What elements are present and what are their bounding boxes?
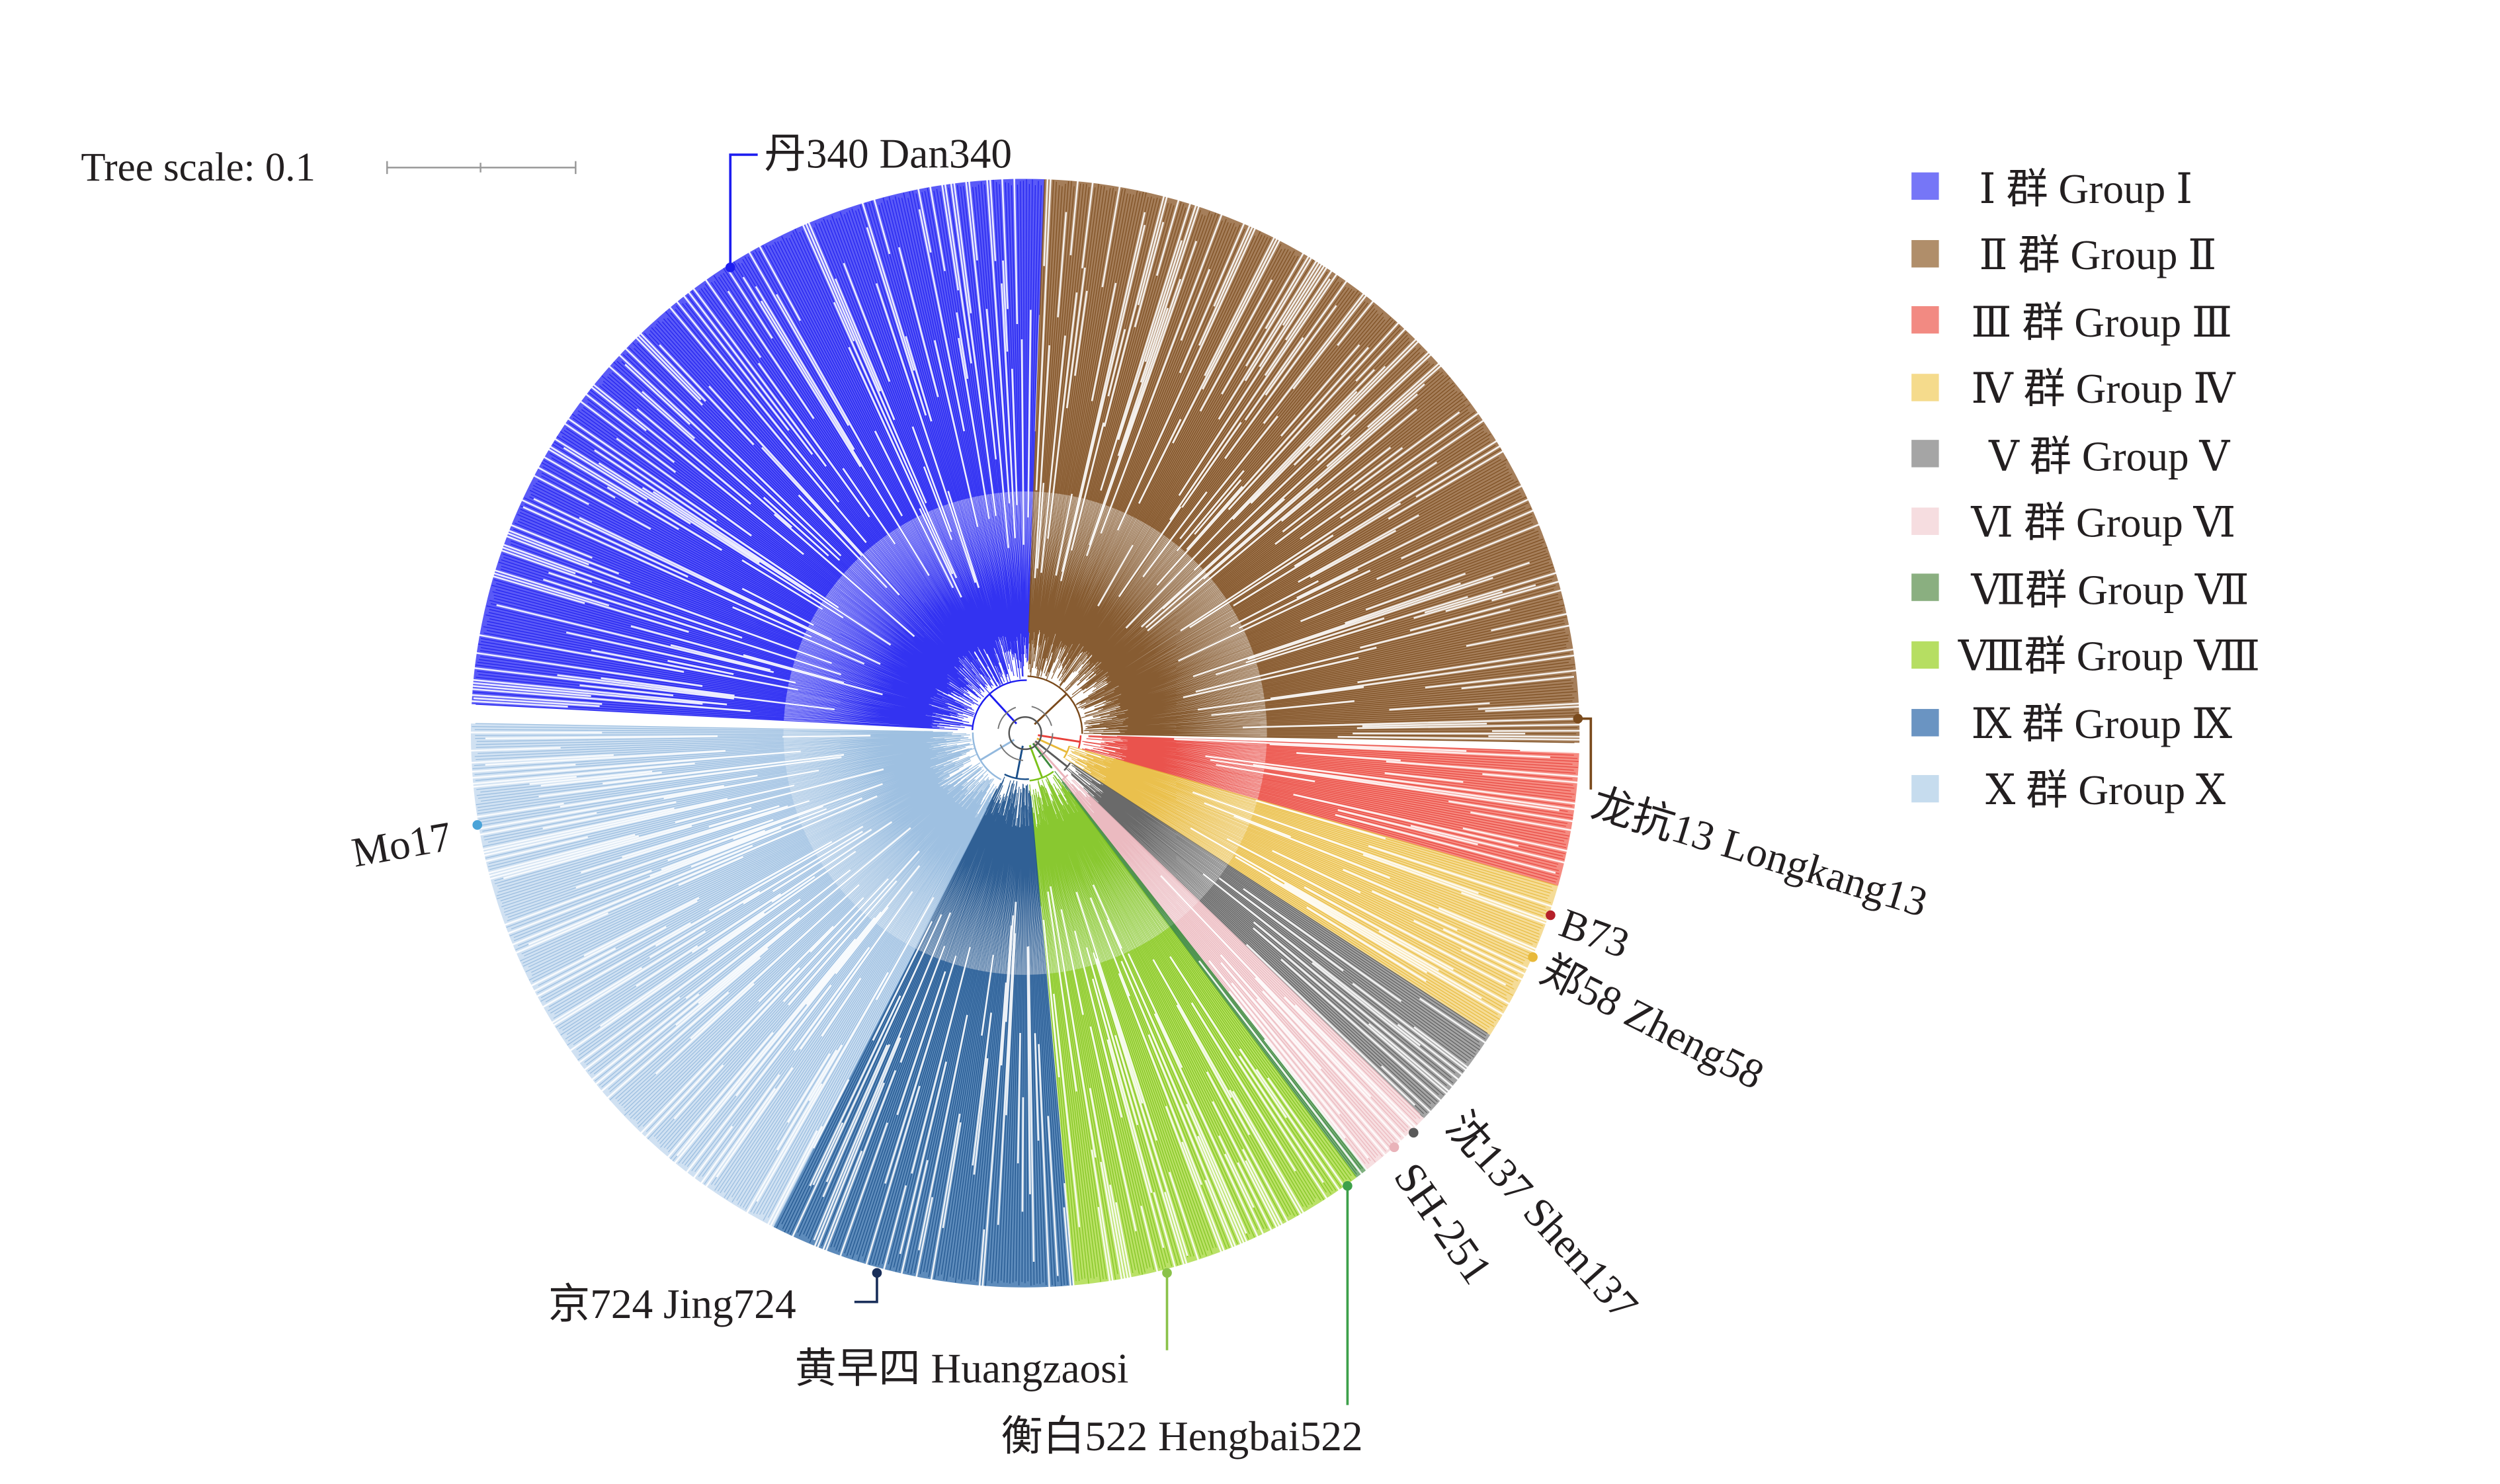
callout-dot-zheng58 <box>1528 952 1538 962</box>
callout-huangzaosi: 黄早四 Huangzaosi <box>795 1268 1172 1392</box>
legend-swatch-group-1 <box>1911 172 1939 200</box>
clade-trunk-group-2 <box>1034 693 1067 725</box>
clade-leaves-group-9 <box>774 776 1074 1287</box>
clade-arc-group-3 <box>1077 735 1082 749</box>
callout-dot-longkang13 <box>1573 714 1583 723</box>
clade-arc-group-8 <box>1029 770 1054 782</box>
legend-swatch-group-8 <box>1911 641 1939 669</box>
legend-item-group-5: Ⅴ 群 Group Ⅴ <box>1911 433 2230 479</box>
root-ring-outer <box>997 705 1054 761</box>
label-shen137: 沈137 Shen137 <box>1437 1103 1647 1329</box>
tree-scale-label: Tree scale: 0.1 <box>81 145 315 190</box>
label-hengbai522: 衡白522 Hengbai522 <box>1001 1413 1363 1460</box>
legend-swatch-group-9 <box>1911 709 1939 737</box>
label-dan340: 丹340 Dan340 <box>764 130 1012 177</box>
callout-dot-sh251 <box>1389 1142 1399 1153</box>
callout-dot-shen137 <box>1408 1128 1419 1138</box>
clade-trunk-group-6 <box>1033 742 1066 778</box>
clade-arc-group-2 <box>1027 675 1083 734</box>
clade-arc-group-1 <box>971 679 1027 731</box>
circular-tree <box>469 177 1581 1289</box>
clade-trunk-group-9 <box>1015 745 1024 779</box>
clade-trunk-group-4 <box>1036 737 1067 753</box>
label-zheng58: 郑58 Zheng58 <box>1534 946 1771 1098</box>
clade-gaps-group-3 <box>1174 738 1581 874</box>
legend-swatch-group-6 <box>1911 507 1939 535</box>
callout-line-longkang13 <box>1577 717 1593 790</box>
clade-gaps-group-10 <box>469 731 935 1227</box>
callout-dot-b73 <box>1546 910 1556 921</box>
clade-arc-group-5 <box>1063 762 1071 771</box>
clade-arc-group-10 <box>972 732 1002 781</box>
legend-item-group-1: Ⅰ 群 Group Ⅰ <box>1911 166 2192 212</box>
legend-swatch-group-5 <box>1911 440 1939 468</box>
legend-label-group-10: Ⅹ 群 Group Ⅹ <box>1985 767 2226 813</box>
legend-label-group-5: Ⅴ 群 Group Ⅴ <box>1988 433 2230 479</box>
clade-gaps-group-9 <box>791 901 1075 1289</box>
legend-item-group-3: Ⅲ 群 Group Ⅲ <box>1911 300 2232 346</box>
clade-gaps-group-4 <box>1190 791 1554 1016</box>
callout-line-jing724 <box>854 1272 878 1303</box>
clade-arc-group-9 <box>1004 773 1029 780</box>
legend-item-group-7: Ⅶ群 Group Ⅶ <box>1911 567 2249 614</box>
callout-hengbai522: 衡白522 Hengbai522 <box>1001 1180 1363 1460</box>
clade-trunk-group-3 <box>1038 734 1081 743</box>
legend-label-group-8: Ⅷ群 Group Ⅷ <box>1958 634 2260 680</box>
callout-longkang13: 龙抗13 Longkang13 <box>1573 714 1933 926</box>
clade-gaps-group-5 <box>1202 873 1487 1114</box>
label-mo17: Mo17 <box>349 813 455 876</box>
legend-label-group-4: Ⅳ 群 Group Ⅳ <box>1971 366 2236 412</box>
legend-item-group-9: Ⅸ 群 Group Ⅸ <box>1911 701 2232 747</box>
clade-arc-group-6 <box>1062 774 1069 781</box>
clade-gaps-group-2 <box>1034 177 1581 741</box>
label-longkang13: 龙抗13 Longkang13 <box>1587 780 1933 926</box>
clade-trunk-group-1 <box>988 693 1018 725</box>
legend-item-group-6: Ⅵ 群 Group Ⅵ <box>1911 499 2235 546</box>
clade-trunk-group-5 <box>1034 740 1068 768</box>
clade-trunk-group-8 <box>1028 745 1044 778</box>
clade-trunk-group-7 <box>1032 743 1053 768</box>
legend-label-group-3: Ⅲ 群 Group Ⅲ <box>1971 300 2232 346</box>
legend-swatch-group-2 <box>1911 240 1939 268</box>
legend-label-group-2: Ⅱ 群 Group Ⅱ <box>1979 232 2217 278</box>
legend-label-group-6: Ⅵ 群 Group Ⅵ <box>1970 499 2235 546</box>
label-jing724: 京724 Jing724 <box>548 1281 796 1327</box>
callout-mo17: Mo17 <box>349 813 483 876</box>
legend-swatch-group-3 <box>1911 306 1939 334</box>
clade-gaps-group-6 <box>1160 875 1418 1172</box>
legend-swatch-group-7 <box>1911 573 1939 601</box>
clade-sector-group-4 <box>1228 800 1558 1036</box>
callout-line-dan340 <box>729 153 758 268</box>
label-huangzaosi: 黄早四 Huangzaosi <box>795 1346 1129 1392</box>
legend-swatch-group-10 <box>1911 774 1939 803</box>
legend-item-group-8: Ⅷ群 Group Ⅷ <box>1911 634 2260 680</box>
legend-item-group-4: Ⅳ 群 Group Ⅳ <box>1911 366 2236 412</box>
clade-gaps-group-1 <box>470 177 1041 712</box>
clade-gaps-group-8 <box>1039 884 1346 1283</box>
callout-dot-dan340 <box>725 263 735 272</box>
tree-scale: Tree scale: 0.1 <box>81 145 577 190</box>
callout-jing724: 京724 Jing724 <box>548 1268 882 1327</box>
callout-dot-huangzaosi <box>1162 1268 1172 1278</box>
callout-dot-jing724 <box>872 1268 882 1278</box>
clade-trunk-group-10 <box>979 739 1015 761</box>
legend-swatch-group-4 <box>1911 374 1939 401</box>
callout-zheng58: 郑58 Zheng58 <box>1528 946 1771 1098</box>
callout-dan340: 丹340 Dan340 <box>725 130 1012 272</box>
legend-item-group-2: Ⅱ 群 Group Ⅱ <box>1911 232 2216 278</box>
clade-arc-group-4 <box>1063 745 1071 759</box>
root-ring <box>1008 716 1042 751</box>
legend-label-group-1: Ⅰ 群 Group Ⅰ <box>1979 166 2193 212</box>
legend-label-group-9: Ⅸ 群 Group Ⅸ <box>1971 701 2232 747</box>
legend: Ⅰ 群 Group Ⅰ Ⅱ 群 Group Ⅱ Ⅲ 群 Group Ⅲ Ⅳ 群 … <box>1911 166 2260 813</box>
legend-item-group-10: Ⅹ 群 Group Ⅹ <box>1911 767 2226 813</box>
callout-dot-hengbai522 <box>1343 1180 1353 1191</box>
callout-dot-mo17 <box>472 820 483 830</box>
clade-gaps-group-7 <box>1198 960 1368 1176</box>
legend-label-group-7: Ⅶ群 Group Ⅶ <box>1970 567 2249 614</box>
